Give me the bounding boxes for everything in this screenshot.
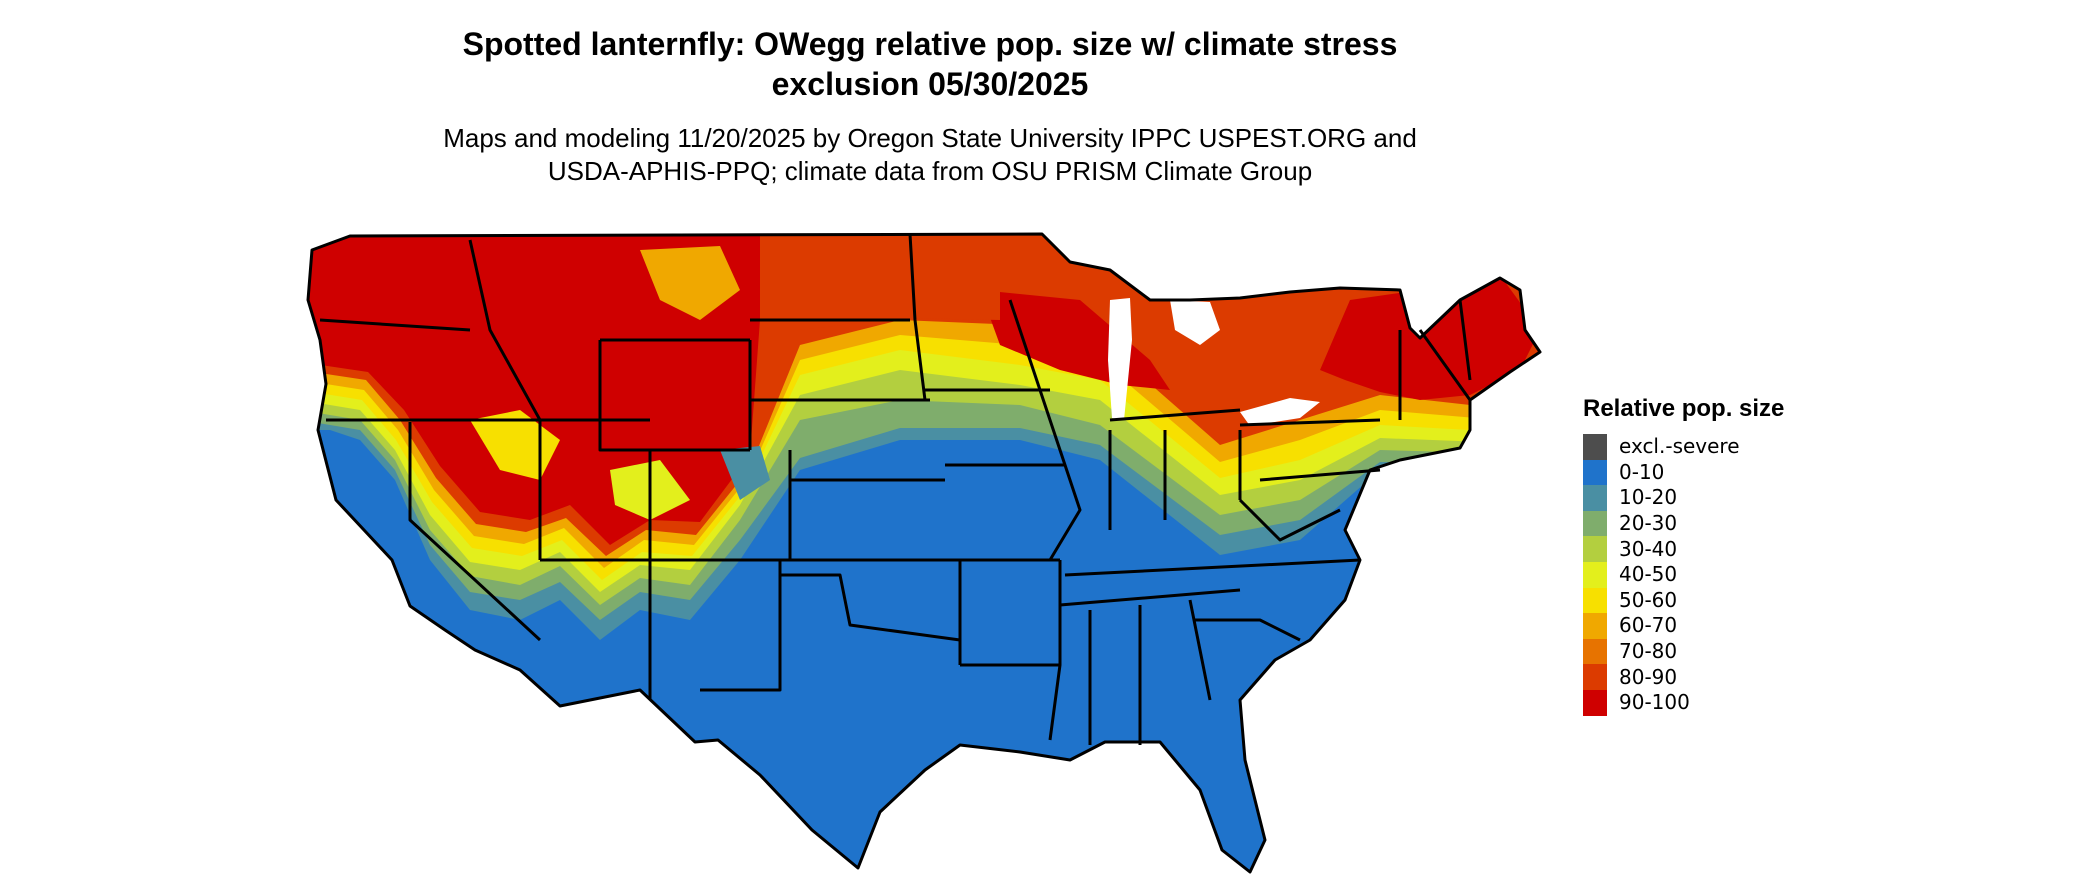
- map-subtitle-line-1: Maps and modeling 11/20/2025 by Oregon S…: [443, 123, 1417, 153]
- map-title-line-2: exclusion 05/30/2025: [771, 66, 1089, 102]
- zone-colorado-plateau: [720, 446, 770, 500]
- zone-great-basin: [470, 410, 560, 480]
- legend-swatch: [1583, 459, 1607, 486]
- legend-item: 20-30: [1583, 510, 1784, 537]
- legend-items: excl.-severe 0-10 10-20 20-30 30-40 40-50 50-6…: [1583, 434, 1784, 716]
- legend-item: 0-10: [1583, 459, 1784, 486]
- legend-swatch: [1583, 510, 1607, 537]
- zone-90-100-northeast: [1320, 275, 1540, 400]
- legend-item: 90-100: [1583, 689, 1784, 716]
- legend-title: Relative pop. size: [1583, 395, 1785, 422]
- legend-item: 60-70: [1583, 613, 1784, 639]
- legend-label: 50-60: [1619, 587, 1678, 612]
- us-map: [300, 220, 1560, 890]
- legend-label: 30-40: [1619, 536, 1678, 561]
- legend-item: 10-20: [1583, 485, 1784, 511]
- legend-label: 0-10: [1619, 459, 1665, 484]
- legend-label: 20-30: [1619, 511, 1678, 536]
- legend-item: 70-80: [1583, 638, 1784, 665]
- legend-item: 50-60: [1583, 587, 1784, 614]
- legend-swatch: [1583, 561, 1607, 588]
- legend-item: 30-40: [1583, 536, 1784, 562]
- legend-label: 80-90: [1619, 664, 1678, 689]
- us-map-svg: [306, 232, 1542, 874]
- zone-high-plateau: [640, 246, 740, 320]
- zone-80-90-dakotas: [760, 234, 1000, 330]
- legend-swatch: [1583, 587, 1607, 614]
- legend-item: excl.-severe: [1583, 434, 1784, 460]
- legend-swatch: [1583, 485, 1607, 511]
- legend-swatch: [1583, 613, 1607, 639]
- legend-swatch: [1583, 434, 1607, 460]
- legend-label: 90-100: [1619, 690, 1690, 715]
- map-title-line-1: Spotted lanternfly: OWegg relative pop. …: [462, 26, 1398, 62]
- legend-swatch: [1583, 689, 1607, 716]
- legend-label: 60-70: [1619, 613, 1678, 638]
- legend-item: 40-50: [1583, 561, 1784, 588]
- legend-label: excl.-severe: [1619, 434, 1740, 459]
- legend-label: 70-80: [1619, 639, 1678, 664]
- legend-swatch: [1583, 536, 1607, 562]
- legend-swatch: [1583, 638, 1607, 665]
- legend-label: 40-50: [1619, 562, 1678, 587]
- great-lakes: [1108, 298, 1320, 426]
- legend-item: 80-90: [1583, 664, 1784, 690]
- legend-label: 10-20: [1619, 485, 1678, 510]
- map-title: Spotted lanternfly: OWegg relative pop. …: [0, 24, 1860, 104]
- suitability-zones: [308, 234, 1540, 640]
- map-subtitle: Maps and modeling 11/20/2025 by Oregon S…: [0, 122, 1860, 188]
- state-borders: [306, 232, 1542, 874]
- map-legend: Relative pop. size excl.-severe 0-10 10-20…: [1583, 394, 1784, 716]
- legend-swatch: [1583, 664, 1607, 690]
- map-subtitle-line-2: USDA-APHIS-PPQ; climate data from OSU PR…: [547, 156, 1313, 186]
